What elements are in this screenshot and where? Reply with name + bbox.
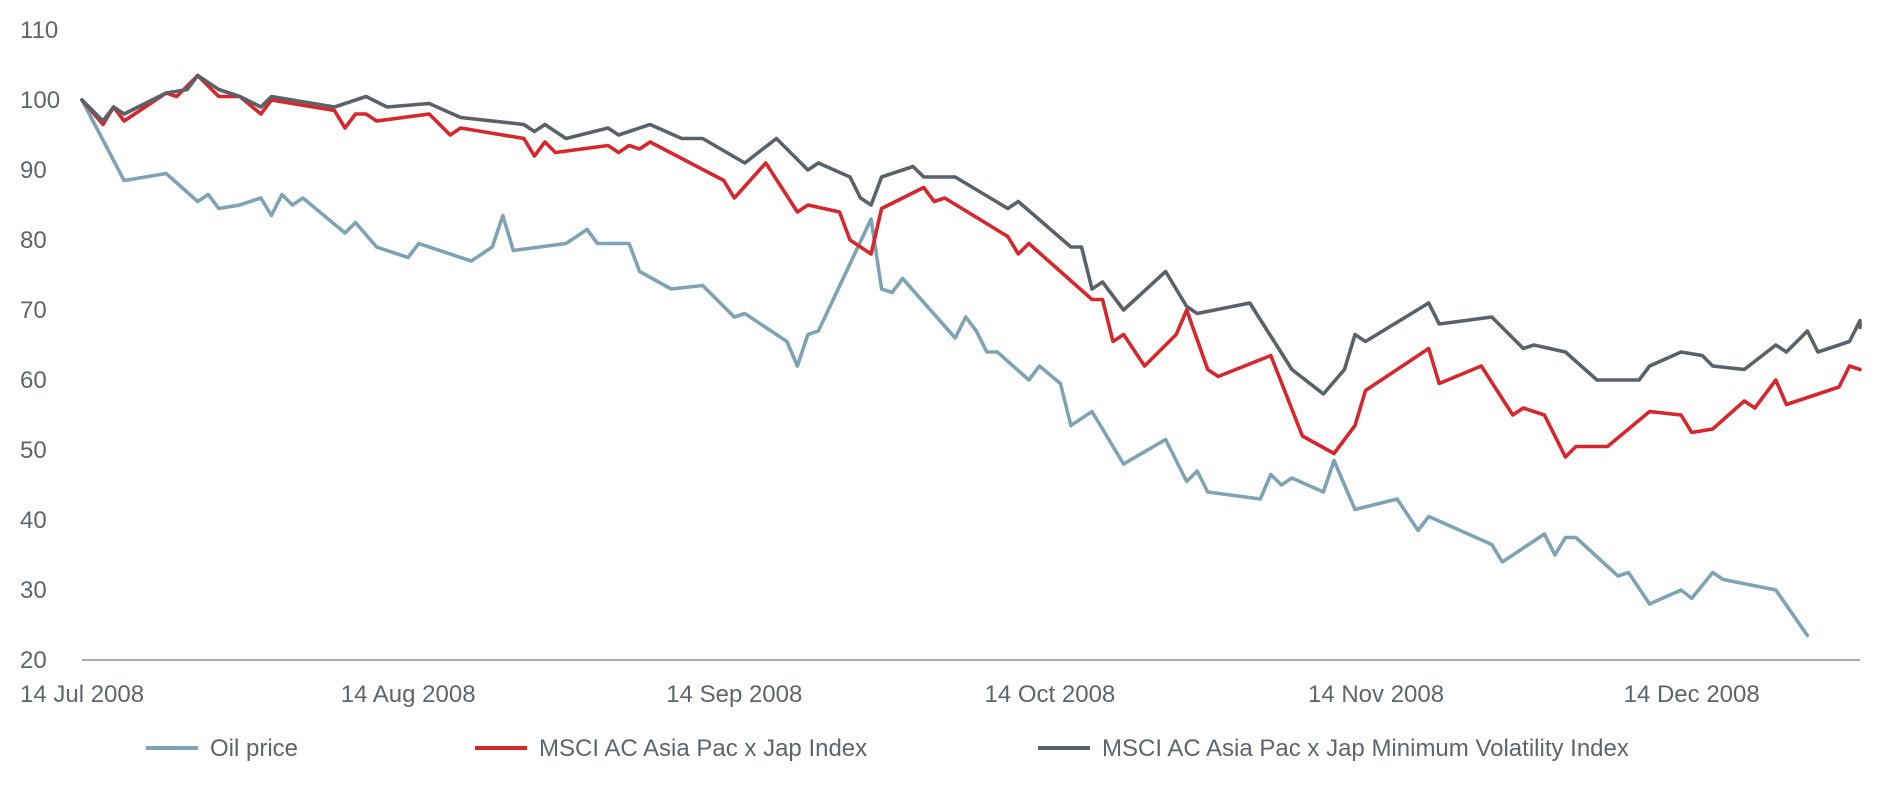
y-tick-label: 40 — [20, 507, 47, 534]
legend: Oil price MSCI AC Asia Pac x Jap Index MSC… — [146, 735, 1629, 762]
x-tick-label: 14 Jul 2008 — [20, 681, 144, 708]
series-line-1 — [80, 98, 1810, 638]
series-line-3 — [80, 73, 1862, 396]
legend-label-2: MSCI AC Asia Pac x Jap Index — [539, 735, 867, 762]
x-tick-label: 14 Sep 2008 — [666, 681, 802, 708]
legend-label-3: MSCI AC Asia Pac x Jap Minimum Volatilit… — [1102, 735, 1629, 762]
series-line-2 — [80, 73, 1862, 459]
x-tick-label: 14 Dec 2008 — [1624, 681, 1760, 708]
y-tick-label: 60 — [20, 367, 47, 394]
y-tick-label: 70 — [20, 297, 47, 324]
x-axis-ticks: 14 Jul 2008 14 Aug 2008 14 Sep 2008 14 Oct … — [20, 681, 1760, 708]
y-tick-label: 100 — [20, 87, 60, 114]
y-tick-label: 80 — [20, 227, 47, 254]
x-tick-label: 14 Nov 2008 — [1308, 681, 1444, 708]
y-tick-label: 30 — [20, 577, 47, 604]
x-tick-label: 14 Oct 2008 — [985, 681, 1116, 708]
series-lines — [80, 73, 1862, 638]
y-tick-label: 90 — [20, 157, 47, 184]
legend-label-1: Oil price — [210, 735, 298, 762]
y-tick-label: 110 — [20, 17, 58, 44]
x-tick-label: 14 Aug 2008 — [341, 681, 476, 708]
y-axis-ticks: 20 30 40 50 60 70 80 90 100 110 — [20, 17, 60, 674]
y-tick-label: 20 — [20, 647, 47, 674]
y-tick-label: 50 — [20, 437, 47, 464]
